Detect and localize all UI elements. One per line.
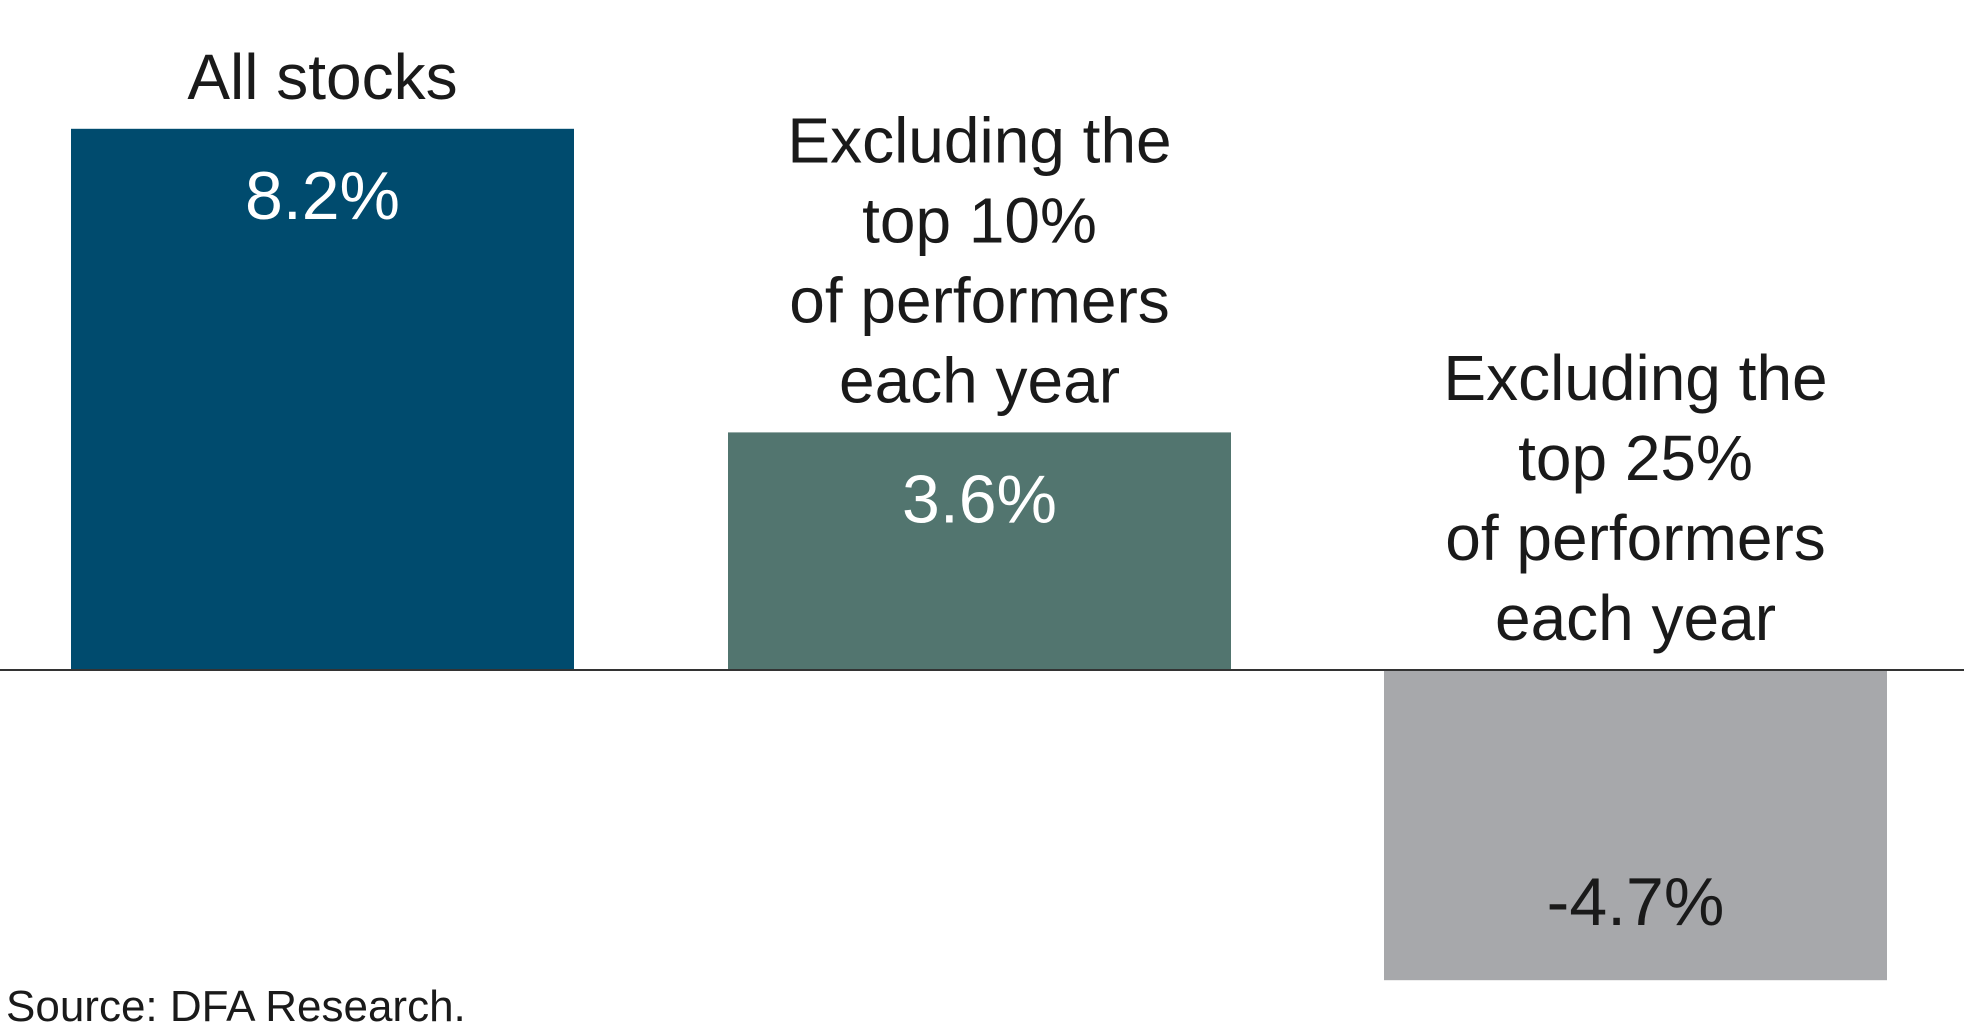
category-label-line: All stocks bbox=[187, 41, 457, 113]
category-label-line: of performers bbox=[1445, 502, 1826, 574]
category-label-3: Excluding the top 25% of performers each ye… bbox=[1443, 342, 1827, 654]
category-label-line: top 25% bbox=[1518, 422, 1753, 494]
category-label-line: each year bbox=[1495, 582, 1776, 654]
bar-value-label-3: -4.7% bbox=[1547, 864, 1725, 940]
category-label-line: Excluding the bbox=[1443, 342, 1827, 414]
bar-3 bbox=[1384, 670, 1887, 981]
source-note: Source: DFA Research. bbox=[6, 982, 466, 1031]
bar-2 bbox=[728, 432, 1231, 670]
category-label-2: Excluding the top 10% of performers each ye… bbox=[787, 104, 1171, 416]
bar-value-label-2: 3.6% bbox=[902, 461, 1057, 537]
category-label-line: of performers bbox=[789, 264, 1170, 336]
bar-value-label-1: 8.2% bbox=[245, 158, 400, 234]
bar-1 bbox=[71, 128, 574, 671]
category-label-1: All stocks bbox=[187, 41, 457, 113]
category-label-line: each year bbox=[839, 344, 1120, 416]
category-label-line: top 10% bbox=[862, 184, 1097, 256]
category-label-line: Excluding the bbox=[787, 104, 1171, 176]
